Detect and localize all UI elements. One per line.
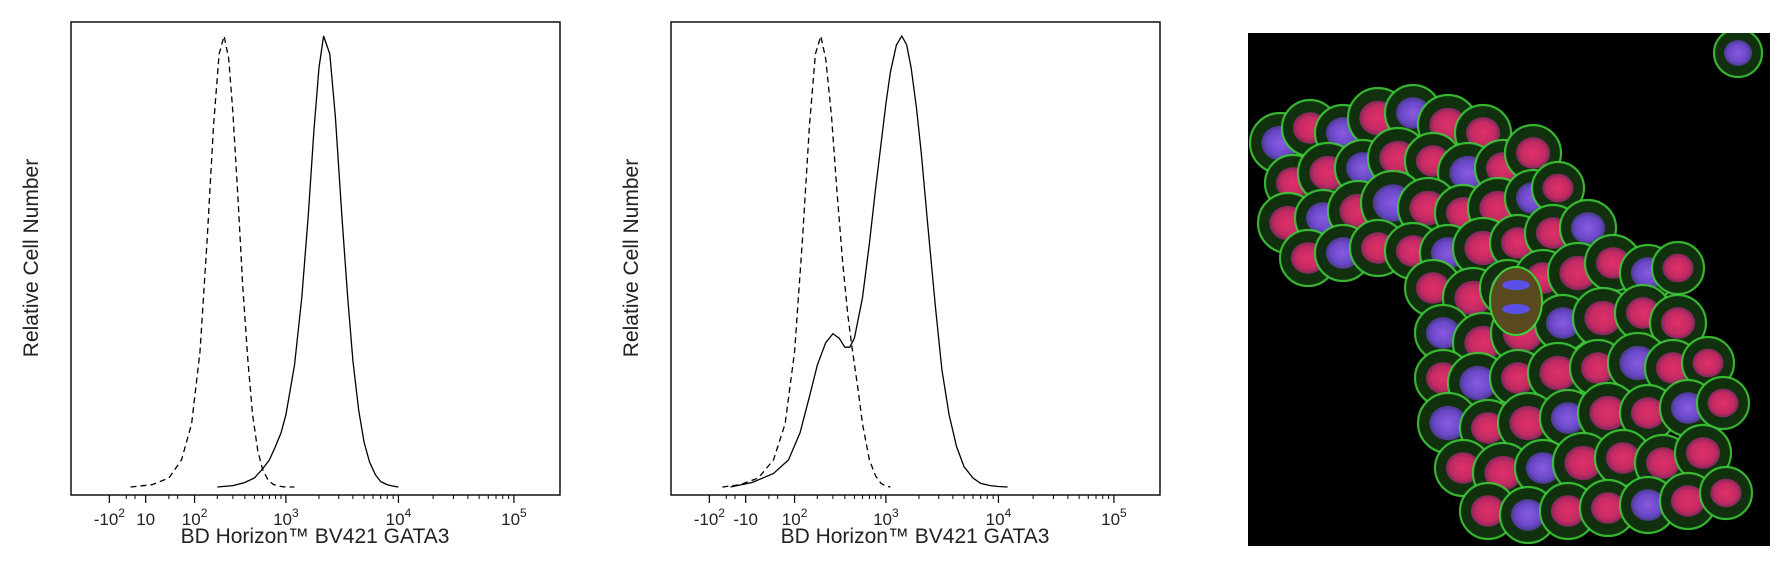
stained-histogram-line [217, 35, 399, 488]
x-tick-label: 104 [386, 506, 412, 529]
cell-nucleus [1470, 495, 1506, 527]
plot-frame [670, 21, 1161, 496]
cell-nucleus [1570, 212, 1606, 244]
cell-nucleus [1510, 499, 1546, 531]
x-tick-label-exponent: 2 [201, 506, 208, 520]
cell-nucleus [1707, 388, 1739, 418]
cell-nucleus [1500, 362, 1536, 394]
x-tick-label: 103 [873, 506, 899, 529]
x-tick-label-base: 10 [986, 510, 1005, 529]
x-tick-label-exponent: 4 [405, 506, 412, 520]
cell-nucleus [1692, 348, 1724, 378]
x-tick-label-base: -10 [694, 510, 719, 529]
x-tick-label-base: 10 [136, 510, 155, 529]
x-tick-label: 10 [136, 510, 155, 529]
x-tick-label-base: 10 [273, 510, 292, 529]
micrograph [1248, 27, 1770, 546]
x-tick-label-exponent: 3 [892, 506, 899, 520]
x-tick-label: 103 [273, 506, 299, 529]
x-tick-label-base: -10 [733, 510, 758, 529]
x-tick-label: 105 [501, 506, 527, 529]
x-axis-label: BD Horizon™ BV421 GATA3 [781, 525, 1050, 548]
cell-nucleus [1550, 402, 1586, 434]
cell-nucleus [1415, 272, 1451, 304]
histogram-panel-1: -102 10 102 103 104 105 BD Horizon™ BV421 GAT… [0, 0, 580, 561]
x-ticks: -102 -10 102 103 104 105 [694, 495, 1127, 529]
immunofluorescence-image [1248, 27, 1770, 546]
cell-nucleus [1550, 495, 1586, 527]
x-tick-label: -10 [733, 510, 758, 529]
cell-nucleus [1429, 405, 1467, 441]
cell-nucleus [1723, 40, 1753, 66]
control-histogram-line [722, 35, 891, 488]
cell-nucleus [1545, 307, 1581, 339]
x-tick-label-base: 10 [182, 510, 201, 529]
control-histogram-line [130, 35, 295, 488]
x-tick-label-exponent: 2 [801, 506, 808, 520]
cell-nucleus [1539, 355, 1577, 391]
x-tick-label-exponent: 2 [718, 506, 725, 520]
x-tick-label-exponent: 5 [520, 506, 527, 520]
x-tick-label: 104 [986, 506, 1012, 529]
cell-nucleus [1605, 442, 1641, 474]
histogram-chart-1: -102 10 102 103 104 105 BD Horizon™ BV421 GAT… [20, 21, 561, 548]
x-ticks: -102 10 102 103 104 105 [94, 495, 527, 529]
cell-nucleus [1470, 412, 1506, 444]
cell-nucleus [1685, 437, 1721, 469]
histogram-chart-2: -102 -10 102 103 104 105 BD Horizon™ BV421 GA… [620, 21, 1161, 548]
x-tick-label-exponent: 4 [1005, 506, 1012, 520]
cell-nucleus [1580, 352, 1616, 384]
cell-nucleus [1645, 447, 1681, 479]
cell-nucleus [1630, 397, 1666, 429]
x-tick-label-base: -10 [94, 510, 119, 529]
cell-nucleus [1525, 452, 1561, 484]
chromosome-band [1502, 280, 1530, 290]
y-axis-label: Relative Cell Number [20, 159, 43, 357]
stained-histogram-line [730, 34, 1008, 488]
cell-nucleus [1484, 455, 1522, 491]
cell-nucleus [1459, 365, 1497, 401]
cell-nucleus [1564, 445, 1602, 481]
series-group [722, 34, 1008, 488]
cell-nucleus [1584, 300, 1622, 336]
x-tick-label-exponent: 5 [1120, 506, 1127, 520]
cell-nucleus [1710, 478, 1742, 508]
cell-nucleus [1509, 405, 1547, 441]
cell-nucleus [1542, 173, 1574, 203]
cell-nucleus [1670, 485, 1706, 517]
chromosome-band [1502, 304, 1530, 314]
cell-nucleus [1445, 452, 1481, 484]
mitotic-cell [1489, 266, 1543, 336]
x-tick-label: -102 [694, 506, 726, 529]
x-tick-label: 102 [182, 506, 208, 529]
x-tick-label: 102 [782, 506, 808, 529]
x-tick-label-base: 10 [782, 510, 801, 529]
x-tick-label-base: 10 [386, 510, 405, 529]
cell-cluster [1248, 27, 1764, 545]
x-tick-label-base: 10 [873, 510, 892, 529]
y-axis-label: Relative Cell Number [620, 159, 643, 357]
cell-nucleus [1425, 317, 1461, 349]
cell-nucleus [1590, 492, 1626, 524]
x-tick-label-exponent: 3 [292, 506, 299, 520]
x-tick-label-base: 10 [501, 510, 520, 529]
cell-nucleus [1662, 253, 1694, 283]
cell-nucleus [1589, 395, 1627, 431]
cell-nucleus [1630, 489, 1666, 521]
x-axis-label: BD Horizon™ BV421 GATA3 [181, 525, 450, 548]
x-tick-label: 105 [1101, 506, 1127, 529]
x-tick-label-exponent: 2 [118, 506, 125, 520]
cell-nucleus [1660, 307, 1696, 339]
x-tick-label: -102 [94, 506, 126, 529]
series-group [130, 35, 399, 488]
plot-frame [70, 21, 561, 496]
cell-nucleus [1465, 117, 1501, 149]
x-tick-label-base: 10 [1101, 510, 1120, 529]
histogram-panel-2: -102 -10 102 103 104 105 BD Horizon™ BV421 GA… [600, 0, 1180, 561]
cell-nucleus [1515, 137, 1551, 169]
